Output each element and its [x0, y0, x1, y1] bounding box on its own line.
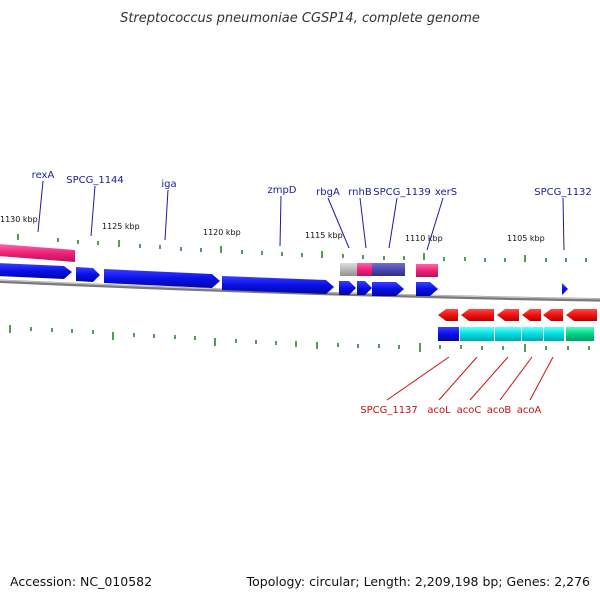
- gene-label-spcg1139[interactable]: SPCG_1139: [373, 187, 431, 198]
- gene-label-spcg1144[interactable]: SPCG_1144: [66, 175, 124, 186]
- tick-label-1110: 1110 kbp: [405, 234, 443, 243]
- gene-label-xerS[interactable]: xerS: [435, 187, 457, 198]
- feature-cyan-acoA[interactable]: [544, 327, 564, 341]
- gene-rexA-arrow[interactable]: [0, 263, 72, 279]
- leader-line-spcg1144: [90, 185, 96, 237]
- tick-label-1130: 1130 kbp: [0, 215, 38, 224]
- feature-gray[interactable]: [340, 263, 357, 276]
- feature-cyan-acoL[interactable]: [460, 327, 494, 341]
- gene-rnhB-arrow[interactable]: [357, 281, 372, 295]
- gene-label-acoA[interactable]: acoA: [517, 405, 542, 416]
- gene-zmpD-arrow[interactable]: [222, 276, 334, 294]
- gene-spcg1132-arrow[interactable]: [562, 283, 568, 295]
- gene-label-acoC[interactable]: acoC: [457, 405, 482, 416]
- gene-label-rexA[interactable]: rexA: [32, 170, 55, 181]
- leader-line-rnhB: [359, 197, 367, 249]
- leader-line-zmpD: [279, 195, 282, 247]
- feature-cyan-acoC[interactable]: [495, 327, 521, 341]
- tick-label-1120: 1120 kbp: [203, 228, 241, 237]
- leader-line-iga: [164, 189, 169, 241]
- tick-label-1105: 1105 kbp: [507, 234, 545, 243]
- leader-line-acoB: [499, 356, 533, 401]
- gene-spcg1144-arrow[interactable]: [76, 267, 100, 282]
- tick-label-1115: 1115 kbp: [305, 231, 343, 240]
- gene-label-acoL[interactable]: acoL: [427, 405, 451, 416]
- gene-right-edge-arrow[interactable]: [566, 309, 597, 321]
- gene-acoB-arrow[interactable]: [522, 309, 541, 321]
- gene-spcg1139-arrow[interactable]: [372, 282, 404, 296]
- leader-line-spcg1132: [562, 197, 565, 251]
- lower-tick-marks: [9, 325, 590, 352]
- gene-rbgA-arrow[interactable]: [339, 281, 356, 295]
- upper-tick-marks: [17, 234, 587, 262]
- forward-genes: [0, 263, 568, 296]
- topology-text: Topology: circular; Length: 2,209,198 bp…: [246, 574, 590, 589]
- map-title: Streptococcus pneumoniae CGSP14, complet…: [120, 11, 480, 26]
- top-gene-labels: rexA SPCG_1144 iga zmpD rbgA rnhB SPCG_1…: [32, 170, 592, 251]
- reverse-genes: [438, 309, 597, 321]
- gene-label-zmpD[interactable]: zmpD: [267, 185, 296, 196]
- leader-line-acoA: [529, 356, 554, 401]
- accession-text: Accession: NC_010582: [10, 574, 152, 589]
- leader-line-acoC: [469, 356, 509, 401]
- feature-blue-lower[interactable]: [438, 327, 459, 341]
- leader-line-rbgA: [327, 197, 350, 249]
- feature-green[interactable]: [566, 327, 594, 341]
- gene-acoA-arrow[interactable]: [543, 309, 563, 321]
- feature-pink-left[interactable]: [0, 244, 75, 262]
- leader-line-xerS: [426, 197, 444, 251]
- feature-pink-xers[interactable]: [416, 264, 438, 277]
- gene-xerS-arrow[interactable]: [416, 282, 438, 296]
- feature-cyan-acoB[interactable]: [522, 327, 543, 341]
- gene-label-iga[interactable]: iga: [161, 179, 176, 190]
- gene-label-spcg1137[interactable]: SPCG_1137: [360, 405, 418, 416]
- tick-label-1125: 1125 kbp: [102, 222, 140, 231]
- gene-label-rbgA[interactable]: rbgA: [316, 187, 340, 198]
- leader-line-rexA: [37, 180, 44, 233]
- leader-line-spcg1137: [386, 356, 450, 401]
- gene-label-rnhB[interactable]: rnhB: [348, 187, 372, 198]
- gene-iga-arrow[interactable]: [104, 269, 220, 288]
- leader-line-spcg1139: [388, 197, 398, 249]
- gene-spcg1137-arrow[interactable]: [438, 309, 458, 321]
- leader-line-acoL: [438, 356, 478, 401]
- gene-label-acoB[interactable]: acoB: [487, 405, 512, 416]
- feature-pink-rnhb[interactable]: [357, 263, 372, 276]
- bottom-gene-labels: SPCG_1137 acoL acoC acoB acoA: [360, 356, 554, 416]
- feature-slate[interactable]: [372, 263, 405, 276]
- gene-acoL-arrow[interactable]: [461, 309, 494, 321]
- gene-label-spcg1132[interactable]: SPCG_1132: [534, 187, 592, 198]
- gene-acoC-arrow[interactable]: [497, 309, 519, 321]
- genome-backbone: [0, 279, 600, 302]
